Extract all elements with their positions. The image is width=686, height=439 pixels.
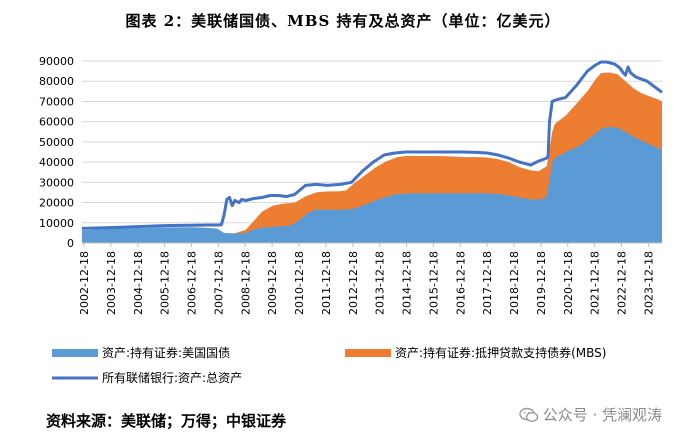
total-assets-line [81,60,663,230]
x-tick-label: 2021-12-18 [589,251,602,315]
x-tick-label: 2015-12-18 [427,251,440,315]
legend-label-mbs: 资产:持有证券:抵押贷款支持债券(MBS) [395,345,606,360]
series-areas [82,72,662,243]
chart-title: 图表 2：美联储国债、MBS 持有及总资产（单位：亿美元） [125,12,561,30]
series-lines [81,60,663,230]
x-tick-label: 2022-12-18 [616,251,629,315]
axes: 0 10000 20000 30000 40000 50000 60000 70000 8000… [39,55,662,315]
watermark-text: 公众号 · 凭澜观涛 [542,406,662,424]
x-tick-label: 2004-12-18 [132,251,145,315]
chart-area: 0 10000 20000 30000 40000 50000 60000 70000 8000… [39,55,663,385]
watermark: 公众号 · 凭澜观涛 [518,404,662,425]
x-tick-label: 2018-12-18 [508,251,521,315]
x-tick-label: 2020-12-18 [562,251,575,315]
x-tick-label: 2010-12-18 [293,251,306,315]
x-tick-label: 2019-12-18 [535,251,548,315]
y-tick-label: 10000 [39,217,74,230]
y-tick-label: 50000 [39,136,74,149]
x-tick-label: 2016-12-18 [454,251,467,315]
legend-swatch-treasury [52,349,98,357]
x-tick-label: 2009-12-18 [266,251,279,315]
x-tick-label: 2012-12-18 [347,251,360,315]
x-tick-label: 2006-12-18 [186,251,199,315]
y-tick-label: 70000 [39,95,74,108]
x-tick-label: 2023-12-18 [642,251,655,315]
legend-swatch-mbs [345,349,391,357]
wechat-icon [518,407,538,422]
x-tick-label: 2017-12-18 [481,251,494,315]
y-tick-label: 20000 [39,197,74,210]
x-tick-label: 2007-12-18 [212,251,225,315]
y-tick-label: 90000 [39,55,74,68]
x-tick-label: 2005-12-18 [159,251,172,315]
y-tick-label: 0 [67,237,74,250]
legend: 资产:持有证券:美国国债 资产:持有证券:抵押贷款支持债券(MBS) 所有联储银行:… [52,345,606,385]
y-tick-label: 40000 [39,156,74,169]
y-tick-label: 30000 [39,176,74,189]
x-tick-label: 2008-12-18 [239,251,252,315]
treasury-area [82,126,662,243]
source-note: 资料来源：美联储；万得；中银证券 [46,412,287,430]
x-tick-label: 2013-12-18 [374,251,387,315]
x-tick-label: 2003-12-18 [105,251,118,315]
x-tick-label: 2011-12-18 [320,251,333,315]
x-tick-label: 2002-12-18 [78,251,91,315]
x-tick-label: 2014-12-18 [401,251,414,315]
y-tick-label: 80000 [39,75,74,88]
legend-label-total: 所有联储银行:资产:总资产 [102,370,242,385]
legend-label-treasury: 资产:持有证券:美国国债 [102,345,230,360]
y-tick-label: 60000 [39,116,74,129]
